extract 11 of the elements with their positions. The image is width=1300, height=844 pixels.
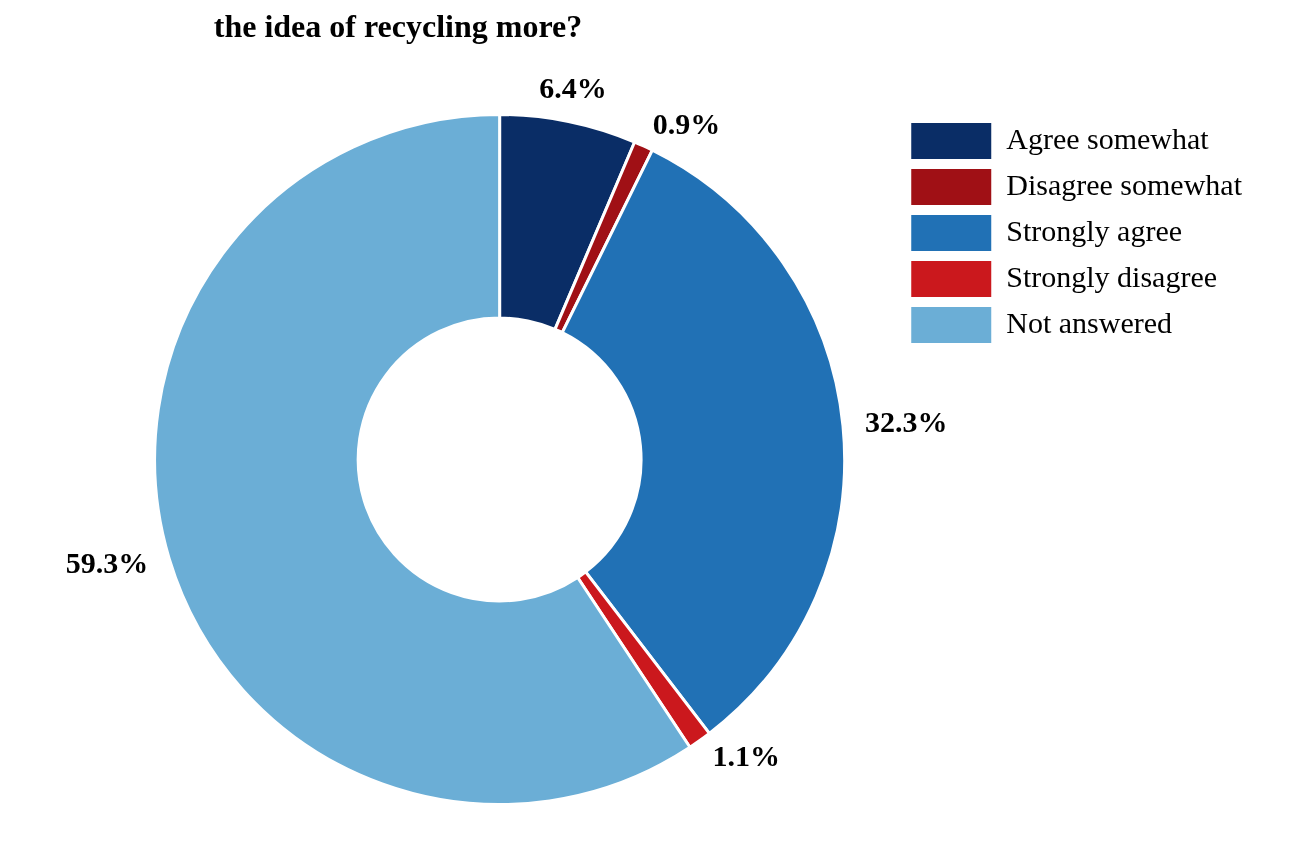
legend-label: Not answered — [1006, 305, 1173, 339]
data-label: 6.4% — [539, 70, 607, 104]
legend-label: Strongly agree — [1006, 213, 1183, 247]
legend-label: Agree somewhat — [1006, 121, 1210, 155]
chart-title: the idea of recycling more? — [212, 8, 584, 45]
data-label: 1.1% — [712, 739, 781, 773]
data-label: 0.9% — [652, 106, 721, 140]
legend-label: Strongly disagree — [1006, 259, 1218, 293]
legend-label: Disagree somewhat — [1006, 167, 1243, 201]
data-label: 59.3% — [65, 545, 149, 579]
data-label: 32.3% — [864, 404, 948, 438]
